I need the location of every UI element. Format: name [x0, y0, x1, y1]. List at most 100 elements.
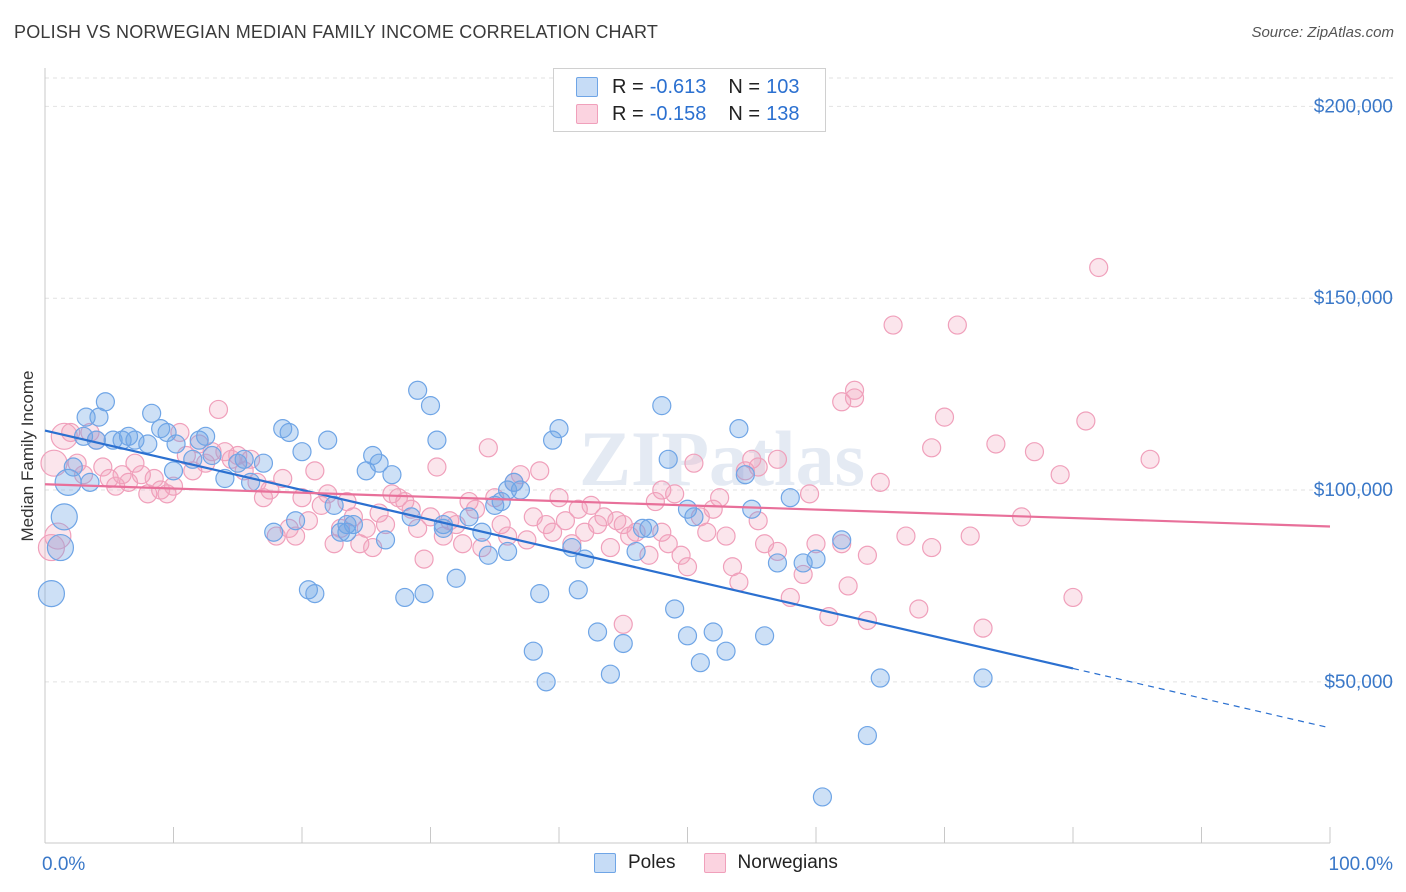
- poles-point: [754, 626, 775, 646]
- norwegians-point: [125, 453, 145, 473]
- norwegians-point: [639, 545, 659, 565]
- poles-point: [587, 622, 608, 642]
- norwegians-point: [832, 392, 852, 412]
- poles-point: [420, 396, 441, 416]
- poles-point: [337, 514, 357, 535]
- norwegians-point: [986, 434, 1006, 454]
- poles-point: [600, 664, 621, 684]
- poles-point: [408, 380, 428, 400]
- norwegians-point: [710, 488, 730, 508]
- poles-point: [264, 522, 284, 542]
- y-tick-label: $50,000: [1324, 672, 1393, 693]
- norwegians-point: [857, 545, 878, 565]
- poles-point: [292, 442, 312, 462]
- norwegians-point: [568, 499, 588, 519]
- poles-point: [363, 445, 383, 466]
- norwegians-point: [793, 564, 813, 585]
- poles-trend-line: [44, 429, 1074, 670]
- norwegians-point: [767, 449, 788, 469]
- norwegians-point: [279, 518, 299, 538]
- poles-point: [163, 461, 184, 481]
- poles-point: [50, 503, 78, 531]
- poles-point: [832, 530, 852, 550]
- legend-item-poles[interactable]: Poles: [594, 852, 676, 874]
- tick-labels: $50,000 $100,000 $150,000 $200,000 0.0% 100.0…: [42, 96, 1393, 875]
- poles-point: [632, 518, 653, 538]
- norwegians-point: [1063, 587, 1083, 608]
- poles-point: [337, 522, 357, 542]
- poles-point: [652, 396, 672, 416]
- legend-item-norwegians[interactable]: Norwegians: [703, 852, 838, 874]
- norwegians-point: [305, 461, 325, 481]
- series-legend: Poles Norwegians: [594, 852, 866, 874]
- poles-point: [166, 434, 186, 454]
- norwegians-point: [806, 534, 826, 554]
- norwegians-point: [215, 442, 235, 462]
- poles-point: [234, 449, 254, 469]
- norwegians-point: [677, 557, 698, 577]
- n-value: 103: [766, 75, 800, 98]
- poles-point: [639, 518, 659, 538]
- norwegians-point: [1140, 449, 1160, 469]
- norwegians-point: [684, 453, 704, 473]
- legend-label-norwegians: Norwegians: [737, 852, 838, 873]
- poles-point: [285, 511, 306, 531]
- norwegians-point: [870, 472, 890, 492]
- norwegians-point: [375, 514, 396, 535]
- poles-point: [37, 580, 66, 608]
- poles-point: [395, 587, 415, 608]
- source-label: Source: ZipAtlas.com: [1251, 24, 1394, 41]
- poles-point: [498, 480, 518, 500]
- poles-point: [414, 584, 434, 604]
- n-value: 138: [766, 102, 800, 125]
- poles-point: [125, 430, 145, 450]
- norwegians-point: [241, 449, 261, 469]
- norwegians-point: [208, 399, 229, 420]
- r-value: -0.158: [649, 102, 707, 125]
- poles-point: [305, 584, 325, 604]
- norwegians-point: [1089, 257, 1109, 278]
- norwegians-point: [922, 438, 942, 458]
- norwegians-point: [729, 572, 749, 592]
- poles-point: [703, 622, 723, 642]
- poles-point: [806, 549, 826, 569]
- norwegians-point: [716, 526, 736, 546]
- norwegians-point: [510, 465, 531, 485]
- y-tick-label: $100,000: [1314, 480, 1393, 501]
- norwegians-point: [645, 491, 665, 512]
- poles-point: [530, 584, 550, 604]
- poles-point: [857, 725, 878, 746]
- poles-point: [142, 403, 162, 423]
- poles-point: [491, 491, 511, 512]
- norwegians-point: [652, 480, 672, 500]
- norwegians-point: [1024, 442, 1045, 462]
- poles-point: [63, 457, 83, 477]
- norwegians-point: [50, 422, 78, 450]
- norwegians-point: [960, 526, 980, 546]
- norwegians-point: [73, 465, 94, 485]
- norwegians-point: [767, 541, 788, 562]
- norwegians-point: [549, 488, 569, 508]
- legend-label-poles: Poles: [628, 852, 676, 873]
- poles-point: [253, 453, 274, 473]
- poles-point: [95, 392, 115, 412]
- norwegians-point: [273, 468, 293, 489]
- y-axis-label: Median Family Income: [18, 370, 37, 541]
- norwegians-point: [748, 511, 768, 531]
- norwegians-point: [844, 388, 865, 408]
- norwegians-point: [973, 618, 993, 638]
- norwegians-point: [697, 522, 717, 542]
- axes: [44, 68, 1331, 844]
- norwegians-point: [112, 465, 132, 485]
- poles-point: [684, 507, 704, 527]
- norwegians-point: [703, 499, 723, 519]
- x-tick-label-min: 0.0%: [42, 854, 85, 875]
- norwegians-point: [491, 514, 511, 535]
- poles-point: [973, 668, 993, 688]
- poles-point: [549, 419, 569, 439]
- norwegians-point: [285, 526, 306, 546]
- series-norwegians: [37, 257, 1160, 638]
- chart-title: POLISH VS NORWEGIAN MEDIAN FAMILY INCOME…: [14, 22, 659, 42]
- poles-point: [80, 472, 100, 492]
- norwegians-point: [555, 511, 576, 531]
